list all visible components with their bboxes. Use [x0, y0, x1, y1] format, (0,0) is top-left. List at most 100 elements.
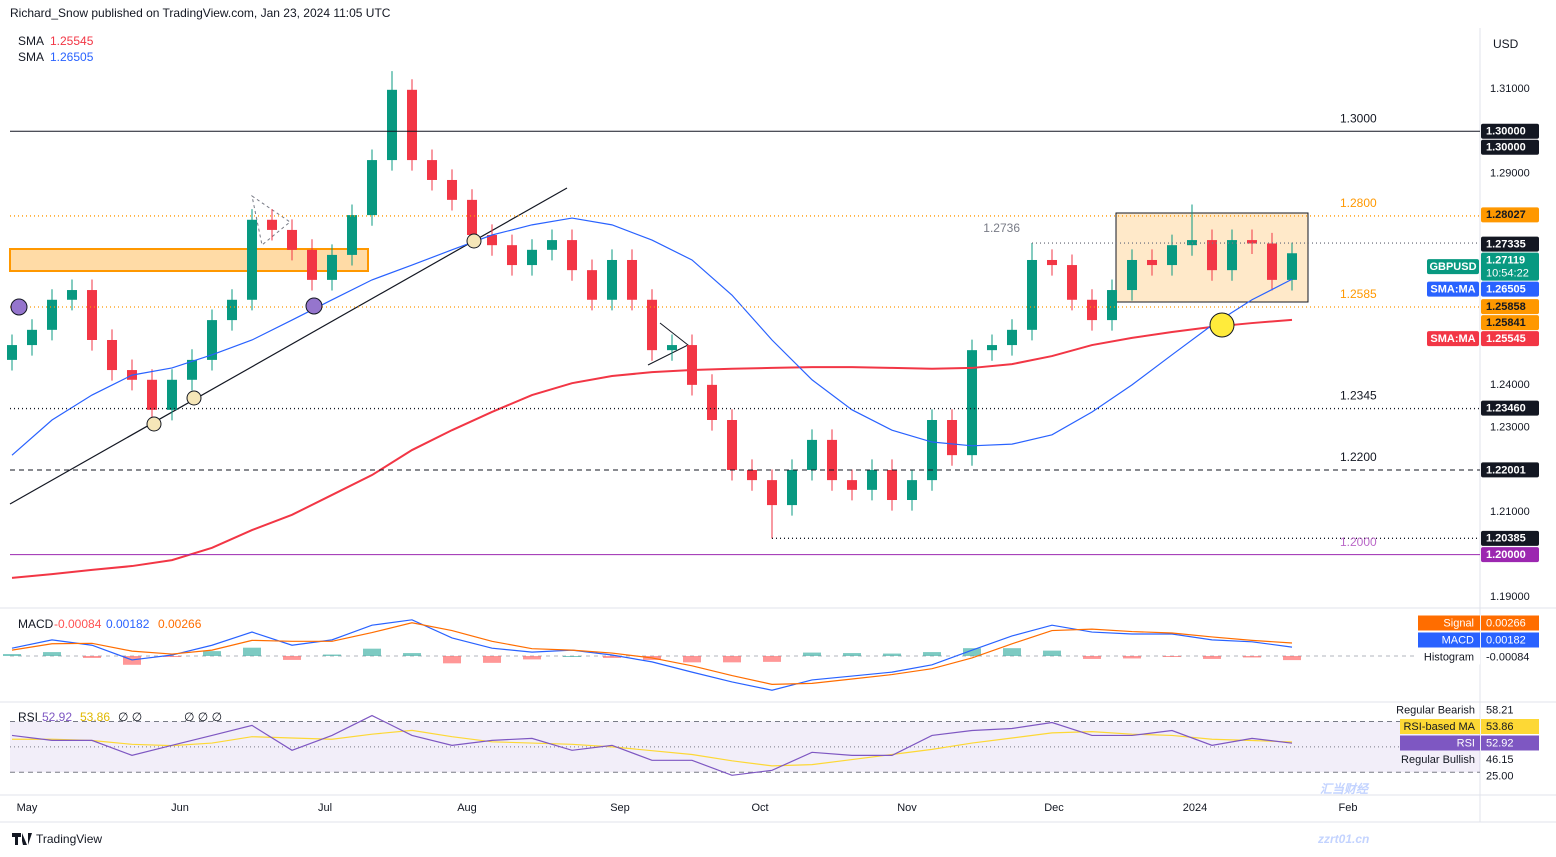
price-label-box [1481, 331, 1539, 347]
marker [1209, 312, 1235, 338]
tag-value: 0.00182 [1486, 634, 1526, 646]
histogram-bar [923, 652, 941, 656]
marker [10, 298, 28, 316]
legend-value: 1.25545 [50, 34, 94, 48]
axis: 1.31000 1.29000 1.24000 1.23000 1.21000 1.190… [17, 83, 1539, 814]
y-tick-label: 1.29000 [1490, 168, 1530, 180]
price-label: 1.25858 [1486, 301, 1526, 313]
watermark-url: zzrt01.cn [1317, 832, 1369, 846]
level-label: 1.2200 [1340, 450, 1377, 464]
histogram-bar [243, 647, 261, 656]
histogram-bar [323, 654, 341, 656]
legend-value: 1.26505 [50, 50, 94, 64]
macd-line [11, 622, 1293, 685]
candle-body [507, 245, 517, 266]
candle-body [1267, 243, 1277, 280]
price-tag: SMA:MA [1430, 333, 1475, 345]
legend-value: 53.86 [80, 710, 110, 724]
level-label: 1.3000 [1340, 111, 1377, 125]
candle-body [227, 299, 237, 321]
histogram-bar [3, 654, 21, 656]
tag-value: 46.15 [1486, 754, 1514, 766]
level-label: 1.2000 [1340, 535, 1377, 549]
histogram-bar [443, 656, 461, 664]
tag-value: 53.86 [1486, 721, 1514, 733]
legend-value: 52.92 [42, 710, 72, 724]
histogram-bar [163, 656, 181, 657]
tag-value-box [1481, 615, 1539, 631]
tag-value-box [1481, 735, 1539, 751]
histogram-bar [803, 652, 821, 656]
x-tick-label: Aug [457, 802, 477, 814]
price-label: 1.28027 [1486, 209, 1526, 221]
candle-body [147, 379, 157, 410]
histogram-bar [1163, 656, 1181, 657]
price-tag-box [1427, 281, 1479, 297]
candle-body [367, 160, 377, 216]
x-tick-label: Nov [897, 802, 917, 814]
legend-value: -0.00084 [54, 617, 102, 631]
candle-body [1107, 290, 1117, 321]
candle-body [1227, 240, 1237, 271]
candle-body [107, 339, 117, 371]
histogram-bar [523, 656, 541, 660]
price-label-box [1481, 281, 1539, 297]
candle-body [807, 439, 817, 470]
candle-body [47, 299, 57, 330]
tag-name: Histogram [1424, 651, 1474, 663]
candle-body [1247, 240, 1257, 244]
candle-body [827, 439, 837, 481]
candle-body [307, 249, 317, 280]
histogram-bar [1243, 656, 1261, 658]
sma-line [11, 217, 1293, 456]
y-tick-label: 1.31000 [1490, 83, 1530, 95]
candle-body [1287, 253, 1297, 280]
candle-body [167, 379, 177, 410]
level-label: 1.2800 [1340, 196, 1377, 210]
price-label: 1.25841 [1486, 317, 1526, 329]
x-tick-label: Jul [318, 802, 332, 814]
tag-box [1418, 632, 1480, 648]
histogram-bar [763, 656, 781, 662]
candle-body [67, 290, 77, 300]
candle-body [347, 215, 357, 255]
candle-body [487, 235, 497, 246]
pennant [647, 322, 689, 366]
candle-body [1047, 259, 1057, 266]
level-label: 1.2345 [1340, 389, 1377, 403]
tag-value: 52.92 [1486, 737, 1514, 749]
price-label: 1.22001 [1486, 464, 1526, 476]
price-label: 1.27119 [1486, 255, 1525, 267]
candle-body [947, 420, 957, 456]
candle-body [987, 345, 997, 351]
y-tick-label: 1.24000 [1490, 379, 1530, 391]
candle-body [207, 320, 217, 360]
marker [466, 233, 482, 249]
candle-body [787, 469, 797, 506]
legend-name: SMA [18, 34, 44, 48]
brand-logo [12, 833, 32, 845]
candle-body [187, 359, 197, 380]
tag-value: -0.00084 [1486, 651, 1529, 663]
price-label-box [1481, 530, 1539, 546]
candle-body [667, 345, 677, 351]
brand: TradingView [36, 832, 102, 846]
price-label: 1.25545 [1486, 333, 1526, 345]
sma-line [11, 318, 1293, 579]
rsi-line [11, 714, 1293, 776]
histogram-bar [883, 653, 901, 656]
candle-body [7, 345, 17, 360]
price-label-box [1481, 299, 1539, 315]
tag-name: RSI-based MA [1403, 721, 1475, 733]
level-label: 1.2585 [1340, 287, 1377, 301]
y-tick-label: 1.23000 [1490, 422, 1530, 434]
tag-name: Signal [1443, 617, 1474, 629]
candle-body [927, 420, 937, 481]
histogram-bar [203, 651, 221, 656]
price-label-box [1481, 123, 1539, 139]
tag-box [1418, 615, 1480, 631]
price-label: 1.20385 [1486, 533, 1526, 545]
candle-body [867, 469, 877, 490]
